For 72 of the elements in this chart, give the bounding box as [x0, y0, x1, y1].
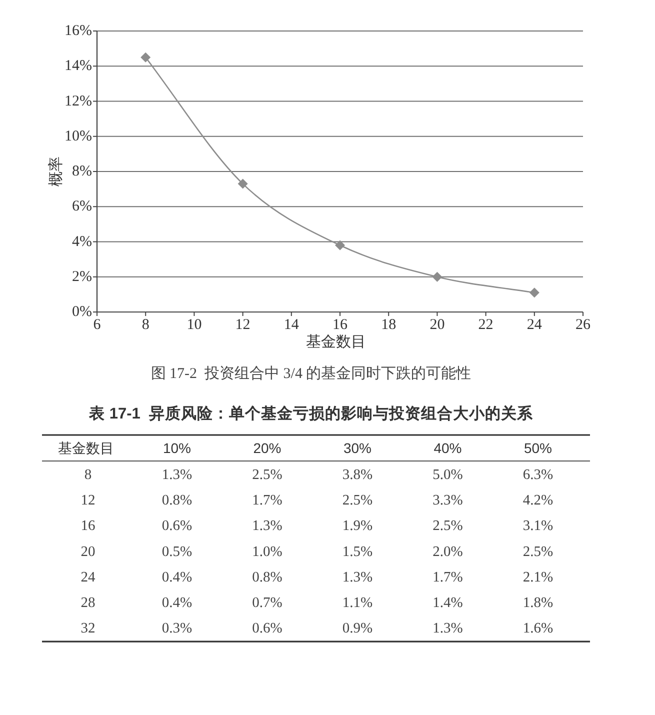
cell: 1.7% [252, 492, 282, 509]
caption: 图 17-2 投资组合中 3/4 的基金同时下跌的可能性 [150, 366, 472, 382]
row-label: 12 [80, 492, 96, 509]
cell: 1.3% [342, 569, 373, 586]
y-tick-label: 2% [72, 268, 92, 285]
cell: 2.5% [432, 518, 463, 534]
column-label: 20% [253, 440, 282, 456]
cell: 1.7% [432, 569, 463, 586]
cell: 1.8% [522, 595, 554, 611]
cell: 3.8% [342, 467, 373, 483]
y-tick-label: 12% [64, 93, 92, 110]
y-tick-label: 10% [64, 128, 92, 144]
cell: 0.8% [162, 492, 192, 509]
row-label: 24 [80, 569, 96, 586]
x-tick-label: 16 [332, 317, 348, 333]
column-label: 30% [343, 440, 372, 456]
title: 表 17-1 异质风险：单个基金亏损的影响与投资组合大小的关系 [89, 406, 533, 422]
y-tick-label: 8% [72, 164, 92, 180]
x-tick-label: 6 [93, 317, 101, 333]
cell: 2.5% [252, 467, 282, 483]
row-label: 20 [80, 544, 96, 560]
x-tick-label: 26 [576, 317, 590, 333]
cell: 0.5% [162, 544, 192, 560]
cell: 0.7% [252, 595, 282, 611]
row-label: 16 [80, 518, 96, 534]
cell: 5.0% [432, 467, 463, 483]
y-tick-label: 6% [72, 198, 92, 215]
x-tick-label: 10 [186, 317, 202, 333]
cell: 0.3% [162, 620, 192, 637]
cell: 0.6% [252, 620, 282, 637]
cell: 2.5% [522, 544, 554, 560]
cell: 0.8% [252, 569, 282, 586]
x-tick-label: 12 [235, 317, 250, 333]
y-tick-label: 14% [64, 58, 92, 74]
cell: 2.1% [522, 569, 554, 586]
cell: 1.4% [432, 595, 463, 611]
column-label: 50% [524, 440, 552, 456]
y-tick-label: 0% [72, 304, 92, 320]
cell: 1.6% [522, 620, 554, 637]
cell: 2.0% [432, 544, 463, 560]
y-tick-label: 16% [64, 23, 92, 39]
column-label: 40% [434, 440, 462, 456]
cell: 1.9% [342, 518, 373, 534]
row-label: 28 [80, 595, 96, 611]
cell: 0.6% [162, 518, 192, 534]
cell: 1.3% [252, 518, 282, 534]
x-tick-label: 22 [478, 317, 494, 333]
cell: 4.2% [522, 492, 554, 509]
cell: 2.5% [342, 492, 373, 509]
x-tick-label: 8 [142, 317, 150, 333]
x-tick-label: 14 [284, 317, 299, 333]
cell: 0.4% [162, 569, 192, 586]
x-tick-label: 24 [526, 317, 542, 333]
x-tick-label: 20 [430, 317, 445, 333]
cell: 1.3% [162, 467, 192, 483]
cell: 3.1% [522, 518, 554, 534]
cell: 6.3% [522, 467, 554, 483]
cell: 1.3% [432, 620, 463, 637]
row-label: 32 [80, 620, 96, 637]
cell: 0.9% [342, 620, 373, 637]
cell: 3.3% [432, 492, 463, 509]
y-axis-title: 概率 [48, 156, 64, 186]
row-label: 8 [84, 467, 92, 483]
row-header: 基金数目 [58, 440, 114, 456]
cell: 0.4% [162, 595, 192, 611]
x-tick-label: 18 [381, 317, 396, 333]
y-tick-label: 4% [72, 234, 92, 250]
cell: 1.0% [252, 544, 282, 560]
column-label: 10% [162, 440, 192, 456]
cell: 1.1% [342, 595, 373, 611]
x-axis-title: 基金数目 [306, 334, 366, 350]
cell: 1.5% [342, 544, 373, 560]
